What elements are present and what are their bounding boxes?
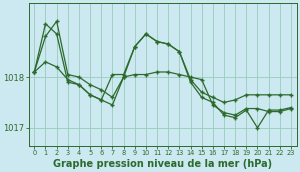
X-axis label: Graphe pression niveau de la mer (hPa): Graphe pression niveau de la mer (hPa) — [53, 159, 272, 169]
